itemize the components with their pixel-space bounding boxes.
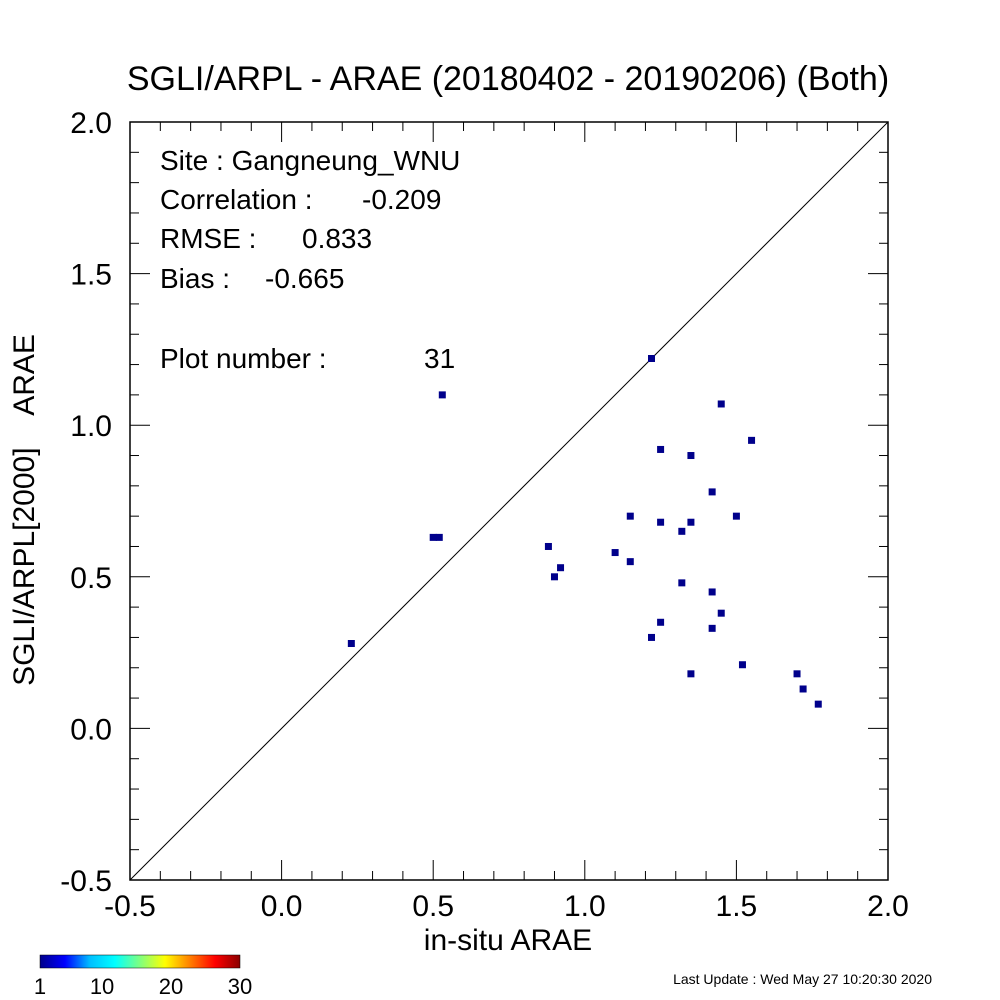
data-point: [799, 685, 807, 693]
plot-number-label: Plot number :: [160, 343, 327, 374]
data-points: [347, 354, 822, 708]
data-point: [648, 354, 656, 362]
plot-frame: [129, 121, 889, 881]
x-tick-label: 0.5: [412, 890, 454, 923]
data-point: [708, 624, 716, 632]
x-axis-label: in-situ ARAE: [424, 924, 592, 957]
data-point: [657, 618, 665, 626]
one-to-one-line: [130, 122, 888, 880]
data-point: [717, 609, 725, 617]
data-point: [657, 518, 665, 526]
colorbar-tick-label: 20: [159, 974, 183, 999]
data-point: [347, 640, 355, 648]
y-tick-label: 1.0: [70, 410, 112, 443]
y-tick-labels: -0.5 0.0 0.5 1.0 1.5 2.0: [60, 107, 112, 898]
data-point: [544, 542, 552, 550]
data-point: [717, 400, 725, 408]
chart-title: SGLI/ARPL - ARAE (20180402 - 20190206) (…: [127, 60, 889, 98]
x-tick-label: 0.0: [261, 890, 303, 923]
y-tick-label: -0.5: [60, 865, 112, 898]
stats-panel: Site : Gangneung_WNU Correlation : -0.20…: [160, 145, 460, 374]
data-point: [626, 512, 634, 520]
y-axis-label: SGLI/ARPL[2000] ARAE: [8, 334, 41, 686]
y-tick-label: 0.0: [70, 713, 112, 746]
data-point: [657, 445, 665, 453]
x-tick-label: -0.5: [104, 890, 156, 923]
correlation-label: Correlation :: [160, 184, 313, 215]
y-tick-label: 0.5: [70, 562, 112, 595]
y-tick-label: 2.0: [70, 107, 112, 140]
data-point: [435, 533, 443, 541]
y-tick-label: 1.5: [70, 259, 112, 292]
data-point: [429, 533, 437, 541]
data-point: [708, 488, 716, 496]
colorbar-tick-label: 10: [90, 974, 114, 999]
data-point: [748, 436, 756, 444]
data-point: [611, 549, 619, 557]
data-point: [557, 564, 565, 572]
last-update-text: Last Update : Wed May 27 10:20:30 2020: [673, 971, 932, 987]
data-point: [550, 573, 558, 581]
colorbar-tick-labels: 1 10 20 30: [34, 974, 252, 999]
data-point: [678, 579, 686, 587]
data-point: [732, 512, 740, 520]
data-point: [438, 391, 446, 399]
data-point: [678, 527, 686, 535]
colorbar-tick-label: 1: [34, 974, 46, 999]
x-tick-label: 1.5: [716, 890, 758, 923]
plot-number-value: 31: [424, 343, 455, 374]
rmse-label: RMSE :: [160, 223, 256, 254]
data-point: [648, 633, 656, 641]
bias-value: -0.665: [265, 263, 344, 294]
x-tick-label: 1.0: [564, 890, 606, 923]
data-point: [793, 670, 801, 678]
data-point: [738, 661, 746, 669]
data-point: [708, 588, 716, 596]
correlation-value: -0.209: [362, 184, 441, 215]
data-point: [814, 700, 822, 708]
data-point: [687, 518, 695, 526]
data-point: [626, 558, 634, 566]
x-tick-labels: -0.5 0.0 0.5 1.0 1.5 2.0: [104, 890, 909, 923]
colorbar: [39, 954, 241, 969]
x-tick-label: 2.0: [867, 890, 909, 923]
rmse-value: 0.833: [302, 223, 372, 254]
data-point: [687, 670, 695, 678]
site-text: Site : Gangneung_WNU: [160, 145, 460, 176]
data-point: [687, 452, 695, 460]
bias-label: Bias :: [160, 263, 230, 294]
colorbar-tick-label: 30: [228, 974, 252, 999]
